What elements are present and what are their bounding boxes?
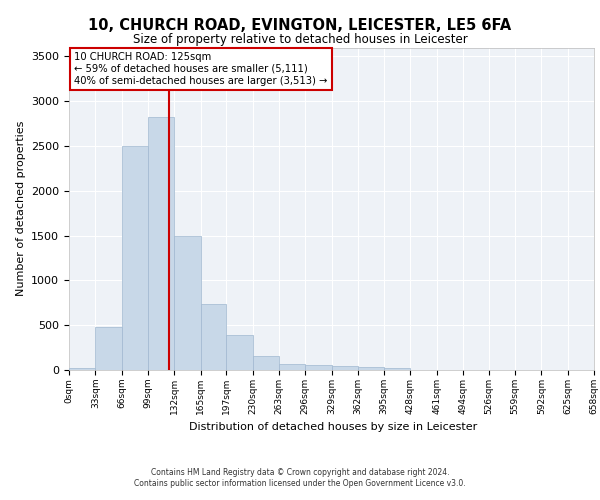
Bar bbox=[384, 368, 410, 370]
Bar bbox=[226, 335, 253, 370]
Text: Distribution of detached houses by size in Leicester: Distribution of detached houses by size … bbox=[189, 422, 477, 432]
Text: 10, CHURCH ROAD, EVINGTON, LEICESTER, LE5 6FA: 10, CHURCH ROAD, EVINGTON, LEICESTER, LE… bbox=[88, 18, 512, 32]
Text: Size of property relative to detached houses in Leicester: Size of property relative to detached ho… bbox=[133, 32, 467, 46]
Text: Contains HM Land Registry data © Crown copyright and database right 2024.
Contai: Contains HM Land Registry data © Crown c… bbox=[134, 468, 466, 487]
Bar bbox=[253, 356, 279, 370]
Bar bbox=[305, 365, 331, 370]
Bar bbox=[148, 118, 175, 370]
Bar bbox=[69, 368, 95, 370]
Bar bbox=[175, 236, 200, 370]
Bar bbox=[95, 327, 122, 370]
Text: 10 CHURCH ROAD: 125sqm
← 59% of detached houses are smaller (5,111)
40% of semi-: 10 CHURCH ROAD: 125sqm ← 59% of detached… bbox=[74, 52, 328, 86]
Bar bbox=[200, 304, 226, 370]
Bar bbox=[331, 366, 358, 370]
Bar bbox=[122, 146, 148, 370]
Bar bbox=[358, 368, 384, 370]
Bar bbox=[279, 364, 305, 370]
Y-axis label: Number of detached properties: Number of detached properties bbox=[16, 121, 26, 296]
